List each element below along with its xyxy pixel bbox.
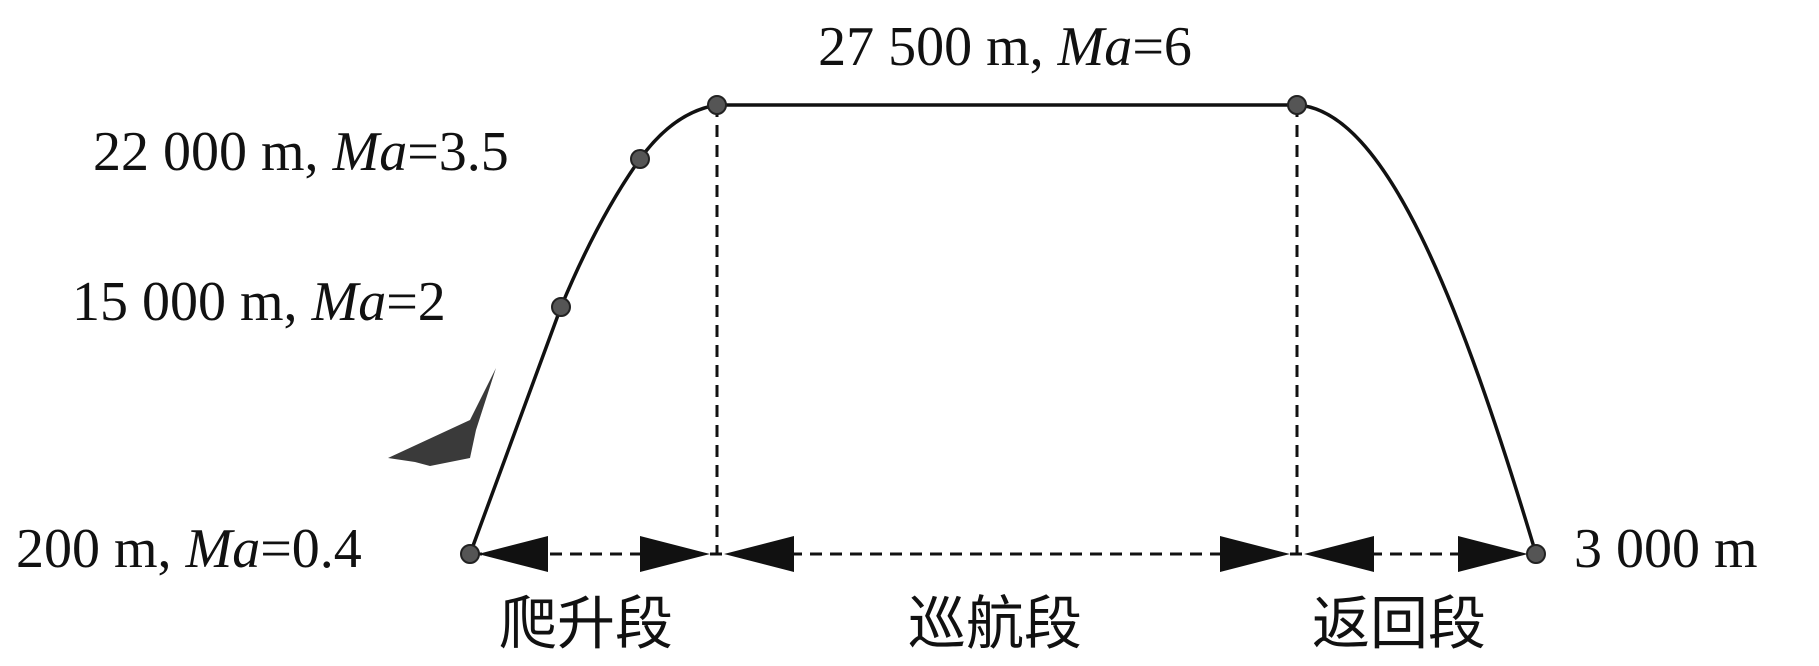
- point-label: 27 500 m, Ma=6: [818, 16, 1192, 78]
- segment-label: 爬升段: [499, 591, 673, 656]
- label-part: 27 500 m,: [818, 16, 1058, 78]
- arrowheads: [478, 536, 1528, 572]
- mach-symbol: Ma: [1057, 16, 1133, 78]
- label-part: 200 m,: [16, 518, 186, 580]
- segment-label: 巡航段: [908, 591, 1082, 656]
- mach-symbol: Ma: [311, 271, 387, 333]
- label-part: =0.4: [260, 518, 362, 580]
- label-part: 22 000 m,: [93, 121, 333, 183]
- point-label: 22 000 m, Ma=3.5: [93, 121, 509, 183]
- label-part: =2: [386, 271, 446, 333]
- point-label: 15 000 m, Ma=2: [72, 271, 446, 333]
- label-part: =6: [1132, 16, 1192, 78]
- waypoints: [460, 95, 1546, 564]
- trajectory: [468, 103, 1538, 555]
- label-part: 3 000 m: [1574, 518, 1758, 580]
- aircraft-icon: [388, 368, 496, 466]
- mach-symbol: Ma: [185, 518, 261, 580]
- mach-symbol: Ma: [332, 121, 408, 183]
- label-part: 15 000 m,: [72, 271, 312, 333]
- segment-label: 返回段: [1312, 591, 1486, 656]
- label-part: =3.5: [407, 121, 509, 183]
- point-label: 3 000 m: [1574, 518, 1758, 580]
- point-label: 200 m, Ma=0.4: [16, 518, 362, 580]
